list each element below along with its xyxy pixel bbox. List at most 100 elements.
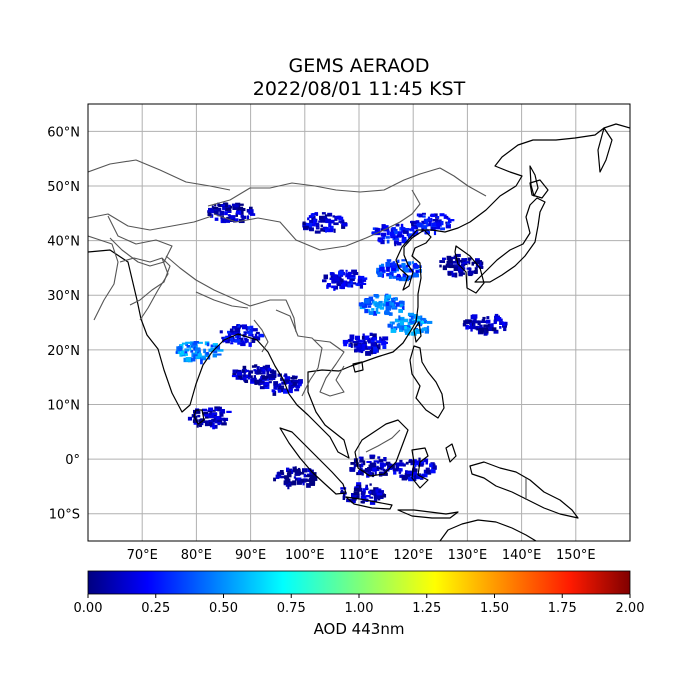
aod-pixel bbox=[229, 205, 233, 209]
aod-pixel bbox=[368, 309, 371, 312]
aod-pixel bbox=[305, 479, 310, 482]
aod-pixel bbox=[412, 234, 416, 237]
colorbar-tick-labels: 0.00 0.25 0.50 0.75 1.00 1.25 1.50 1.75 2.00 bbox=[74, 594, 645, 616]
aod-pixel bbox=[325, 218, 331, 224]
lon-tick-label: 90°E bbox=[235, 548, 266, 563]
aod-pixel bbox=[198, 422, 202, 428]
aod-pixel bbox=[319, 215, 324, 221]
aod-pixel bbox=[208, 407, 214, 412]
aod-pixel bbox=[302, 221, 306, 225]
aod-pixel bbox=[392, 261, 396, 265]
aod-pixel bbox=[286, 467, 290, 473]
aod-pixel bbox=[330, 275, 334, 279]
aod-pixel bbox=[235, 210, 242, 215]
aod-pixel bbox=[468, 319, 472, 323]
aod-pixel bbox=[336, 280, 340, 285]
aod-pixel bbox=[483, 324, 490, 327]
aod-pixel bbox=[262, 370, 266, 375]
aod-pixel bbox=[480, 320, 487, 324]
aod-pixel bbox=[432, 219, 439, 222]
aod-pixel bbox=[243, 371, 246, 377]
aod-pixel bbox=[240, 342, 246, 347]
aod-pixel bbox=[349, 334, 355, 340]
aod-cluster-inner-mongolia bbox=[371, 223, 419, 247]
aod-pixel bbox=[359, 467, 363, 470]
aod-pixel bbox=[407, 261, 412, 266]
aod-pixel bbox=[415, 460, 420, 466]
aod-pixel bbox=[479, 266, 484, 269]
aod-pixel bbox=[222, 202, 229, 208]
aod-pixel bbox=[472, 270, 476, 274]
aod-pixel bbox=[439, 264, 442, 268]
aod-pixel bbox=[377, 456, 381, 459]
aod-pixel bbox=[407, 312, 410, 317]
aod-pixel bbox=[368, 296, 374, 302]
aod-pixel bbox=[491, 327, 497, 332]
lat-tick-label: 60°N bbox=[47, 125, 80, 140]
aod-pixel bbox=[374, 302, 379, 308]
aod-pixel bbox=[370, 467, 374, 471]
aod-pixel bbox=[481, 319, 486, 322]
aod-pixel bbox=[496, 317, 502, 322]
aod-pixel bbox=[371, 346, 378, 350]
aod-pixel bbox=[420, 328, 424, 333]
lat-tick-label: 50°N bbox=[47, 180, 80, 195]
aod-pixel bbox=[368, 473, 372, 476]
lon-tick-label: 120°E bbox=[393, 548, 433, 563]
aod-pixel bbox=[412, 230, 415, 235]
aod-pixel bbox=[429, 463, 433, 468]
aod-pixel bbox=[448, 265, 454, 268]
aod-pixel bbox=[214, 210, 219, 215]
aod-pixel bbox=[354, 493, 360, 498]
aod-pixel bbox=[499, 326, 502, 329]
aod-pixel bbox=[382, 345, 387, 349]
aod-pixel bbox=[281, 382, 287, 385]
aod-pixel bbox=[330, 272, 335, 276]
aod-pixel bbox=[390, 236, 395, 239]
aod-pixel bbox=[202, 408, 207, 412]
aod-pixel bbox=[256, 366, 260, 371]
aod-pixel bbox=[372, 336, 377, 341]
aod-pixel bbox=[470, 329, 473, 332]
aod-pixel bbox=[296, 480, 302, 485]
aod-pixel bbox=[387, 297, 391, 301]
aod-pixel bbox=[385, 461, 391, 465]
aod-pixel bbox=[249, 330, 253, 335]
colorbar-tick-label: 2.00 bbox=[616, 601, 645, 616]
aod-pixel bbox=[358, 303, 365, 307]
aod-pixel bbox=[485, 319, 491, 324]
aod-pixel bbox=[342, 280, 348, 284]
aod-pixel bbox=[412, 230, 419, 235]
aod-pixel bbox=[268, 381, 272, 384]
aod-pixel bbox=[385, 301, 392, 307]
aod-pixel bbox=[394, 297, 398, 301]
aod-pixel bbox=[389, 271, 394, 276]
aod-pixel bbox=[385, 294, 392, 299]
aod-pixel bbox=[340, 285, 345, 290]
aod-cluster-borneo-west bbox=[349, 454, 395, 478]
aod-pixel bbox=[208, 422, 213, 426]
lon-tick-label: 70°E bbox=[127, 548, 158, 563]
aod-pixel bbox=[327, 283, 331, 288]
aod-pixel bbox=[373, 294, 379, 297]
border-kazakhstan-south bbox=[88, 213, 213, 231]
aod-pixel bbox=[399, 474, 404, 478]
country-borders bbox=[88, 159, 527, 500]
aod-pixel bbox=[259, 382, 265, 385]
aod-pixel bbox=[361, 470, 364, 476]
aod-pixel bbox=[225, 338, 230, 344]
aod-pixel bbox=[364, 468, 370, 473]
aod-pixel bbox=[353, 458, 359, 464]
aod-pixel bbox=[242, 324, 248, 330]
aod-pixel bbox=[442, 265, 447, 270]
aod-pixel bbox=[376, 311, 381, 314]
aod-pixel bbox=[422, 215, 426, 218]
aod-pixel bbox=[362, 460, 366, 466]
aod-pixel bbox=[185, 343, 189, 346]
aod-pixel bbox=[292, 467, 297, 472]
aod-pixel bbox=[266, 370, 270, 376]
aod-cluster-mongolia-central bbox=[302, 212, 348, 234]
aod-pixel bbox=[407, 326, 412, 331]
aod-pixel bbox=[388, 274, 392, 279]
aod-pixel bbox=[389, 231, 396, 237]
